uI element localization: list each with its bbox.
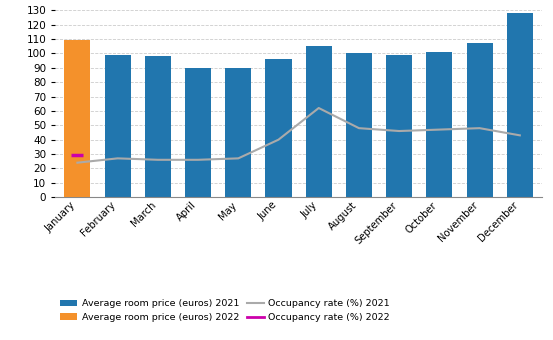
Bar (145, 56, 171, 197)
Bar (64, 40, 91, 197)
Bar (105, 55, 131, 197)
Bar (346, 53, 372, 197)
Bar (386, 55, 412, 197)
Bar (225, 68, 252, 197)
Bar (507, 13, 533, 197)
Bar (467, 43, 493, 197)
Bar (185, 68, 211, 197)
Bar (306, 46, 332, 197)
Bar (64, 66, 91, 197)
Bar (426, 52, 452, 197)
Legend: Average room price (euros) 2021, Average room price (euros) 2022, Occupancy rate: Average room price (euros) 2021, Average… (60, 299, 390, 322)
Bar (265, 59, 291, 197)
